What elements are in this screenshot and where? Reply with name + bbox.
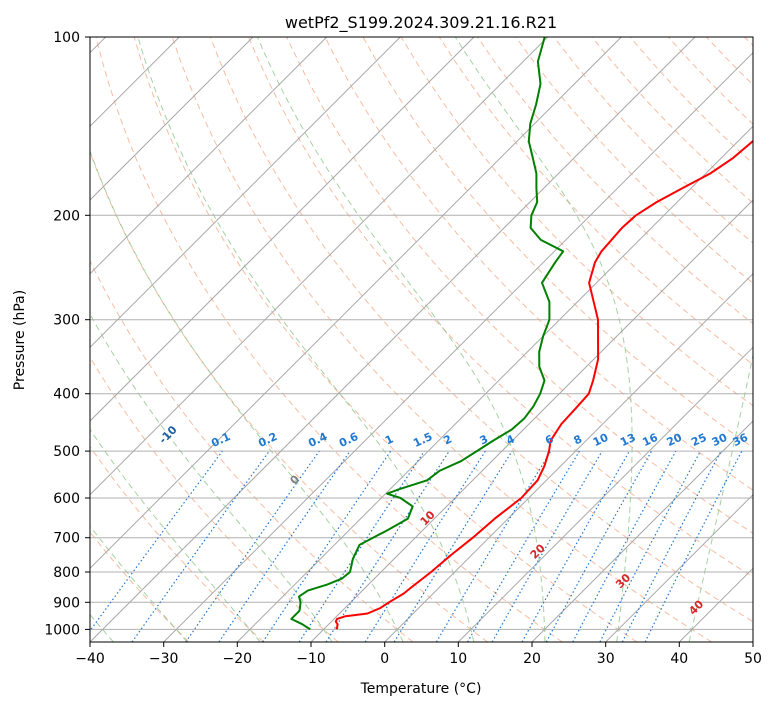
x-axis-ticks: −40 −30 −20 −10 0 10 20 30 40 50 xyxy=(75,642,762,667)
mixing-ratio-label: 20 xyxy=(665,431,685,449)
isotherm-line xyxy=(90,37,254,201)
x-tick-label: −30 xyxy=(149,651,179,667)
isotherm-grid xyxy=(90,37,753,642)
x-tick-label: −40 xyxy=(75,651,105,667)
mixing-ratio-line xyxy=(298,450,425,642)
x-tick-label: −10 xyxy=(296,651,326,667)
y-axis-label: Pressure (hPa) xyxy=(12,290,28,390)
y-axis-ticks: 1000 900 800 700 600 500 400 300 200 100 xyxy=(44,30,90,638)
mixing-ratio-line xyxy=(90,450,223,632)
isotherm-line xyxy=(90,37,401,349)
isotherm-line xyxy=(90,37,622,570)
dry-adiabats xyxy=(90,37,753,642)
x-tick-label: 20 xyxy=(523,651,541,667)
y-tick-label: 400 xyxy=(53,387,80,403)
mixing-ratio-line xyxy=(545,450,653,642)
moist-adiabats xyxy=(90,37,753,642)
mixing-ratio-label: 10 xyxy=(591,431,611,449)
mixing-ratio-label: 30 xyxy=(710,431,730,449)
isotherm-line xyxy=(310,199,753,642)
dry-adiabat-line xyxy=(248,37,753,578)
dry-adiabat-line xyxy=(286,37,753,534)
moist-adiabat-line xyxy=(688,352,753,642)
sounding-series xyxy=(290,37,753,631)
dry-adiabat-line xyxy=(171,37,712,642)
x-tick-label: 10 xyxy=(449,651,467,667)
x-tick-label: 40 xyxy=(670,651,688,667)
x-axis-label: Temperature (°C) xyxy=(360,681,482,697)
y-tick-label: 700 xyxy=(53,531,80,547)
isotherm-line xyxy=(90,37,549,496)
y-tick-label: 800 xyxy=(53,565,80,581)
dewpoint-profile-line xyxy=(290,37,565,631)
y-tick-label: 100 xyxy=(53,30,80,46)
mixing-ratio-label: 25 xyxy=(689,431,708,449)
dry-adiabat-line xyxy=(90,356,339,642)
isotherm-line xyxy=(90,37,696,642)
moist-adiabat-line xyxy=(90,149,404,642)
plot-frame xyxy=(89,36,754,643)
mixing-ratio-line xyxy=(572,450,677,642)
temperature-profile-line xyxy=(334,139,753,630)
moist-adiabat-line xyxy=(90,525,188,642)
isotherm-line xyxy=(457,346,753,642)
isotherm-line xyxy=(90,37,475,422)
mixing-ratio-line xyxy=(644,450,743,642)
isotherm-line xyxy=(605,493,753,642)
dry-adiabat-line xyxy=(209,37,753,623)
isotherm-line xyxy=(384,272,753,642)
y-tick-label: 1000 xyxy=(44,622,80,638)
isotherm-line xyxy=(531,420,753,642)
isobar-grid xyxy=(90,37,753,630)
dry-adiabat-line xyxy=(324,37,753,491)
moist-adiabat-line xyxy=(257,37,546,642)
mixing-ratio-line xyxy=(521,450,631,642)
mixing-ratio-label: 13 xyxy=(618,431,637,449)
mixing-ratio-label: 36 xyxy=(731,431,751,449)
mixing-ratio-line xyxy=(218,450,351,642)
x-tick-label: 0 xyxy=(380,651,389,667)
moist-adiabat-line xyxy=(137,37,475,642)
dry-adiabat-line xyxy=(133,37,638,642)
moist-adiabat-line xyxy=(90,428,261,642)
isotherm-line xyxy=(90,37,328,275)
chart-title: wetPf2_S199.2024.309.21.16.R21 xyxy=(285,13,557,33)
dry-adiabat-line xyxy=(515,37,753,284)
y-tick-label: 500 xyxy=(53,444,80,460)
y-tick-label: 600 xyxy=(53,491,80,507)
mixing-ratio-line xyxy=(262,450,392,642)
mixing-ratio-line xyxy=(185,450,320,642)
mixing-ratio-line xyxy=(393,450,513,642)
isotherm-line xyxy=(163,51,753,642)
x-tick-label: 30 xyxy=(597,651,615,667)
dry-adiabat-line xyxy=(477,37,753,325)
dry-adiabat-line xyxy=(90,445,264,642)
mixing-ratio-lines xyxy=(90,450,743,642)
x-tick-label: −20 xyxy=(223,651,253,667)
dry-adiabat-line xyxy=(95,37,563,642)
mixing-ratio-line xyxy=(325,450,450,642)
moist-adiabat-line xyxy=(90,312,333,642)
mixing-ratio-line xyxy=(131,450,270,642)
mixing-ratio-label: 16 xyxy=(640,431,660,449)
x-tick-label: 50 xyxy=(744,651,762,667)
y-tick-label: 200 xyxy=(53,208,80,224)
dry-adiabat-line xyxy=(90,259,414,642)
y-tick-label: 300 xyxy=(53,313,80,329)
y-tick-label: 900 xyxy=(53,595,80,611)
isotherm-line xyxy=(236,125,753,642)
